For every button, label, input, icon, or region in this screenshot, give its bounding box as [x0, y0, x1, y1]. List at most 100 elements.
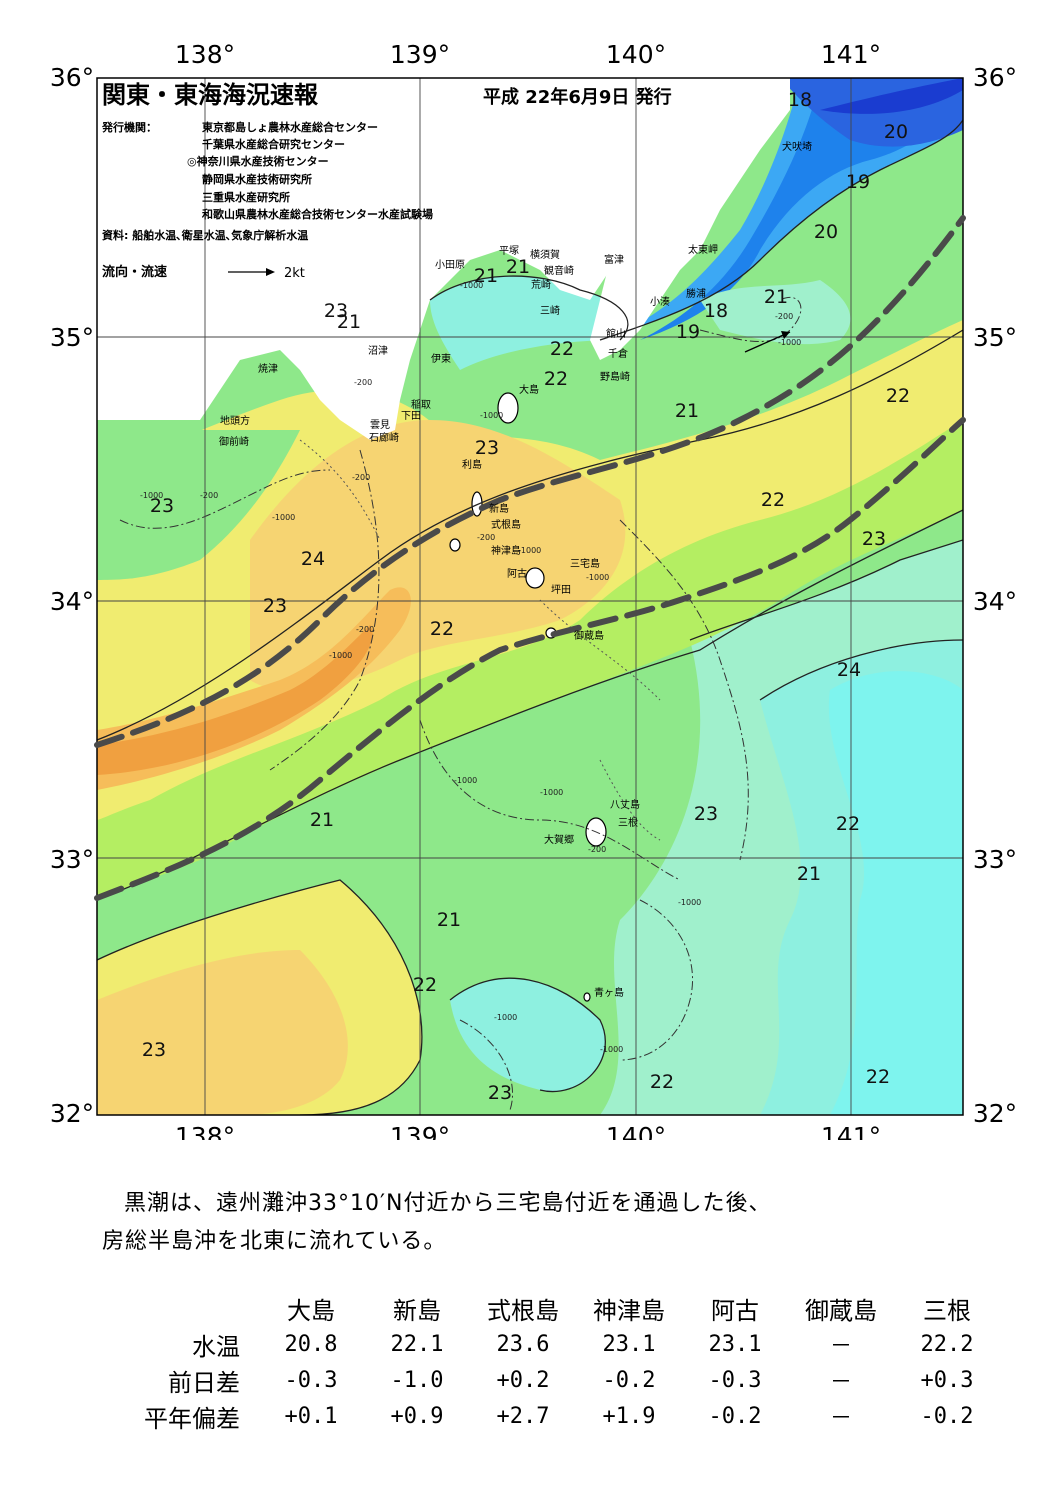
place-label: 式根島	[491, 518, 521, 531]
table-cell: -0.2	[920, 1403, 974, 1429]
lon-label-bottom: 139°	[390, 1122, 450, 1140]
place-label: 犬吠埼	[782, 140, 812, 153]
isotherm-label: 22	[866, 1066, 890, 1088]
current-legend-arrowhead	[266, 268, 275, 276]
isotherm-label: 22	[550, 338, 574, 360]
depth-label: -1000	[678, 898, 701, 907]
place-label: 荒崎	[531, 278, 551, 291]
lat-label-right: 36°	[973, 63, 1017, 92]
table-cell: －	[829, 1370, 852, 1395]
table-cell: -0.3	[708, 1367, 762, 1393]
table-cell: +0.9	[390, 1403, 444, 1429]
summary-text: 黒潮は、遠州灘沖33°10′N付近から三宅島付近を通過した後、 房総半島沖を北東…	[102, 1185, 982, 1261]
table-header-row: 大島 新島 式根島 神津島 阿古 御蔵島 三根	[120, 1290, 1000, 1326]
lat-label-left: 36°	[50, 63, 94, 92]
table-cell: +2.7	[496, 1403, 550, 1429]
issuer-3: ◎神奈川県水産技術センター	[187, 154, 329, 168]
col-header-shikinejima: 式根島	[487, 1296, 559, 1325]
col-header-niijima: 新島	[393, 1296, 441, 1325]
table-cell: -1.0	[390, 1367, 444, 1393]
col-header-mitsune: 三根	[923, 1296, 971, 1325]
isotherm-label: 20	[814, 221, 838, 243]
map-frame	[96, 77, 964, 1116]
lat-label-left: 34°	[50, 587, 94, 616]
place-label: 千倉	[608, 347, 628, 360]
lon-label-top: 138°	[175, 40, 235, 69]
summary-line-2: 房総半島沖を北東に流れている。	[102, 1229, 447, 1254]
depth-label: -200	[356, 625, 374, 634]
current-arrow-marker	[744, 331, 791, 353]
place-label: 坪田	[551, 583, 571, 596]
sea-temperature-map: 138° 138° 139° 139° 140° 140° 141° 141° 36° 36° 35…	[50, 40, 1017, 1140]
isotherm-label: 18	[788, 89, 812, 111]
place-label: 横須賀	[530, 248, 560, 261]
lon-label-bottom: 140°	[606, 1122, 666, 1140]
kuroshio-axis	[94, 215, 966, 901]
depth-label: -1000	[460, 281, 483, 290]
isotherm-label: 23	[694, 803, 718, 825]
table-cell: 23.1	[602, 1331, 656, 1357]
table-row: 平年偏差 +0.1 +0.9 +2.7 +1.9 -0.2 － -0.2	[120, 1398, 1000, 1434]
place-label: 富津	[604, 253, 624, 266]
place-label: 利島	[462, 458, 482, 471]
depth-label: -200	[354, 378, 372, 387]
table-cell: -0.2	[602, 1367, 656, 1393]
place-label: 小田原	[435, 259, 465, 271]
isotherm-label: 22	[544, 368, 568, 390]
depth-label: -200	[775, 312, 793, 321]
isotherm-label: 21	[764, 286, 788, 308]
table-row: 前日差 -0.3 -1.0 +0.2 -0.2 -0.3 － +0.3	[120, 1362, 1000, 1398]
place-label: 小湊	[650, 295, 670, 308]
depth-label: -200	[352, 473, 370, 482]
place-label: 雲見	[370, 419, 390, 431]
lat-label-left: 35°	[50, 323, 94, 352]
depth-label: -1000	[540, 788, 563, 797]
isotherm-label: 23	[142, 1039, 166, 1061]
row-label-day-diff: 前日差	[168, 1368, 240, 1397]
isotherm-label: 19	[846, 171, 870, 193]
isotherm-label: 24	[301, 548, 325, 570]
col-header-oshima: 大島	[287, 1296, 335, 1325]
axis-labels: 138° 138° 139° 139° 140° 140° 141° 141° 36° 36° 35…	[50, 40, 1017, 1140]
isotherm-label: 21	[310, 809, 334, 831]
table-corner	[120, 1290, 258, 1326]
place-label: 伊東	[431, 352, 451, 365]
place-label: 太東岬	[688, 243, 718, 256]
place-label: 三宅島	[570, 557, 600, 570]
place-label: 館山	[606, 327, 626, 340]
isotherm-label: 21	[506, 256, 530, 278]
depth-label: -200	[477, 533, 495, 542]
isotherm-label: 21	[437, 909, 461, 931]
place-label: 大賀郷	[544, 833, 574, 846]
place-label: 地頭方	[220, 414, 250, 427]
isotherm-label: 23	[263, 595, 287, 617]
lon-label-top: 140°	[606, 40, 666, 69]
isotherm-label: 20	[884, 121, 908, 143]
place-label: 青ヶ島	[594, 986, 624, 999]
issue-date: 平成 22年6月9日 発行	[483, 86, 672, 108]
isotherm-label: 21	[797, 863, 821, 885]
isotherm-label: 23	[862, 528, 886, 550]
place-label: 平塚	[499, 245, 519, 257]
data-source: 資料: 船舶水温､衛星水温､気象庁解析水温	[102, 228, 308, 242]
place-label: 阿古	[507, 567, 527, 580]
isotherm-label: 21	[474, 265, 498, 287]
place-label: 三根	[618, 816, 638, 829]
depth-label: -1000	[600, 1045, 623, 1054]
issuer-5: 三重県水産研究所	[202, 190, 290, 204]
depth-label: -1000	[329, 651, 352, 660]
table-cell: +0.1	[284, 1403, 338, 1429]
col-header-kozushima: 神津島	[593, 1296, 665, 1325]
depth-label: -200	[200, 491, 218, 500]
table-cell: －	[829, 1406, 852, 1431]
lat-label-right: 32°	[973, 1099, 1017, 1128]
lon-label-bottom: 141°	[821, 1122, 881, 1140]
summary-line-1: 黒潮は、遠州灘沖33°10′N付近から三宅島付近を通過した後、	[124, 1191, 772, 1216]
place-label: 野島崎	[600, 370, 630, 383]
depth-label: -1000	[480, 411, 503, 420]
place-label: 稲取	[411, 399, 431, 411]
current-legend-scale: 2kt	[284, 266, 305, 281]
depth-labels: -1000 -200 -1000 -200 -1000 -200 -1000 -200 -100…	[140, 281, 801, 1054]
isotherm-label: 22	[836, 813, 860, 835]
